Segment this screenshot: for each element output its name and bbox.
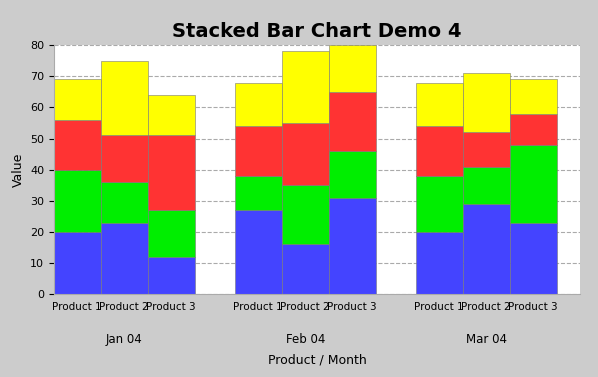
Bar bbox=[148, 95, 194, 135]
Bar bbox=[463, 167, 509, 204]
Bar bbox=[463, 73, 509, 132]
Bar bbox=[282, 123, 329, 185]
Bar bbox=[235, 83, 282, 126]
Bar bbox=[148, 210, 194, 257]
Bar bbox=[282, 185, 329, 244]
Bar bbox=[329, 198, 376, 294]
Bar bbox=[100, 182, 148, 222]
Bar bbox=[509, 145, 557, 222]
Bar bbox=[235, 210, 282, 294]
Bar bbox=[463, 204, 509, 294]
Bar bbox=[235, 176, 282, 210]
Bar bbox=[509, 114, 557, 145]
Bar bbox=[148, 257, 194, 294]
Bar bbox=[282, 52, 329, 123]
Bar bbox=[100, 135, 148, 182]
Bar bbox=[54, 80, 100, 120]
Title: Stacked Bar Chart Demo 4: Stacked Bar Chart Demo 4 bbox=[172, 22, 462, 41]
Text: Jan 04: Jan 04 bbox=[106, 333, 142, 346]
Bar bbox=[416, 176, 463, 232]
Y-axis label: Value: Value bbox=[11, 152, 25, 187]
Bar bbox=[329, 92, 376, 151]
Bar bbox=[54, 120, 100, 170]
Bar bbox=[329, 45, 376, 92]
Bar bbox=[282, 244, 329, 294]
Bar bbox=[509, 222, 557, 294]
Bar bbox=[100, 61, 148, 135]
Bar bbox=[416, 232, 463, 294]
Bar bbox=[416, 83, 463, 126]
Bar bbox=[148, 135, 194, 210]
Bar bbox=[100, 222, 148, 294]
Bar bbox=[416, 126, 463, 176]
Bar bbox=[54, 232, 100, 294]
Text: Mar 04: Mar 04 bbox=[466, 333, 507, 346]
Text: Feb 04: Feb 04 bbox=[285, 333, 325, 346]
Bar bbox=[329, 151, 376, 198]
Bar bbox=[463, 132, 509, 167]
X-axis label: Product / Month: Product / Month bbox=[267, 353, 367, 366]
Bar bbox=[54, 170, 100, 232]
Bar bbox=[509, 80, 557, 114]
Bar bbox=[235, 126, 282, 176]
